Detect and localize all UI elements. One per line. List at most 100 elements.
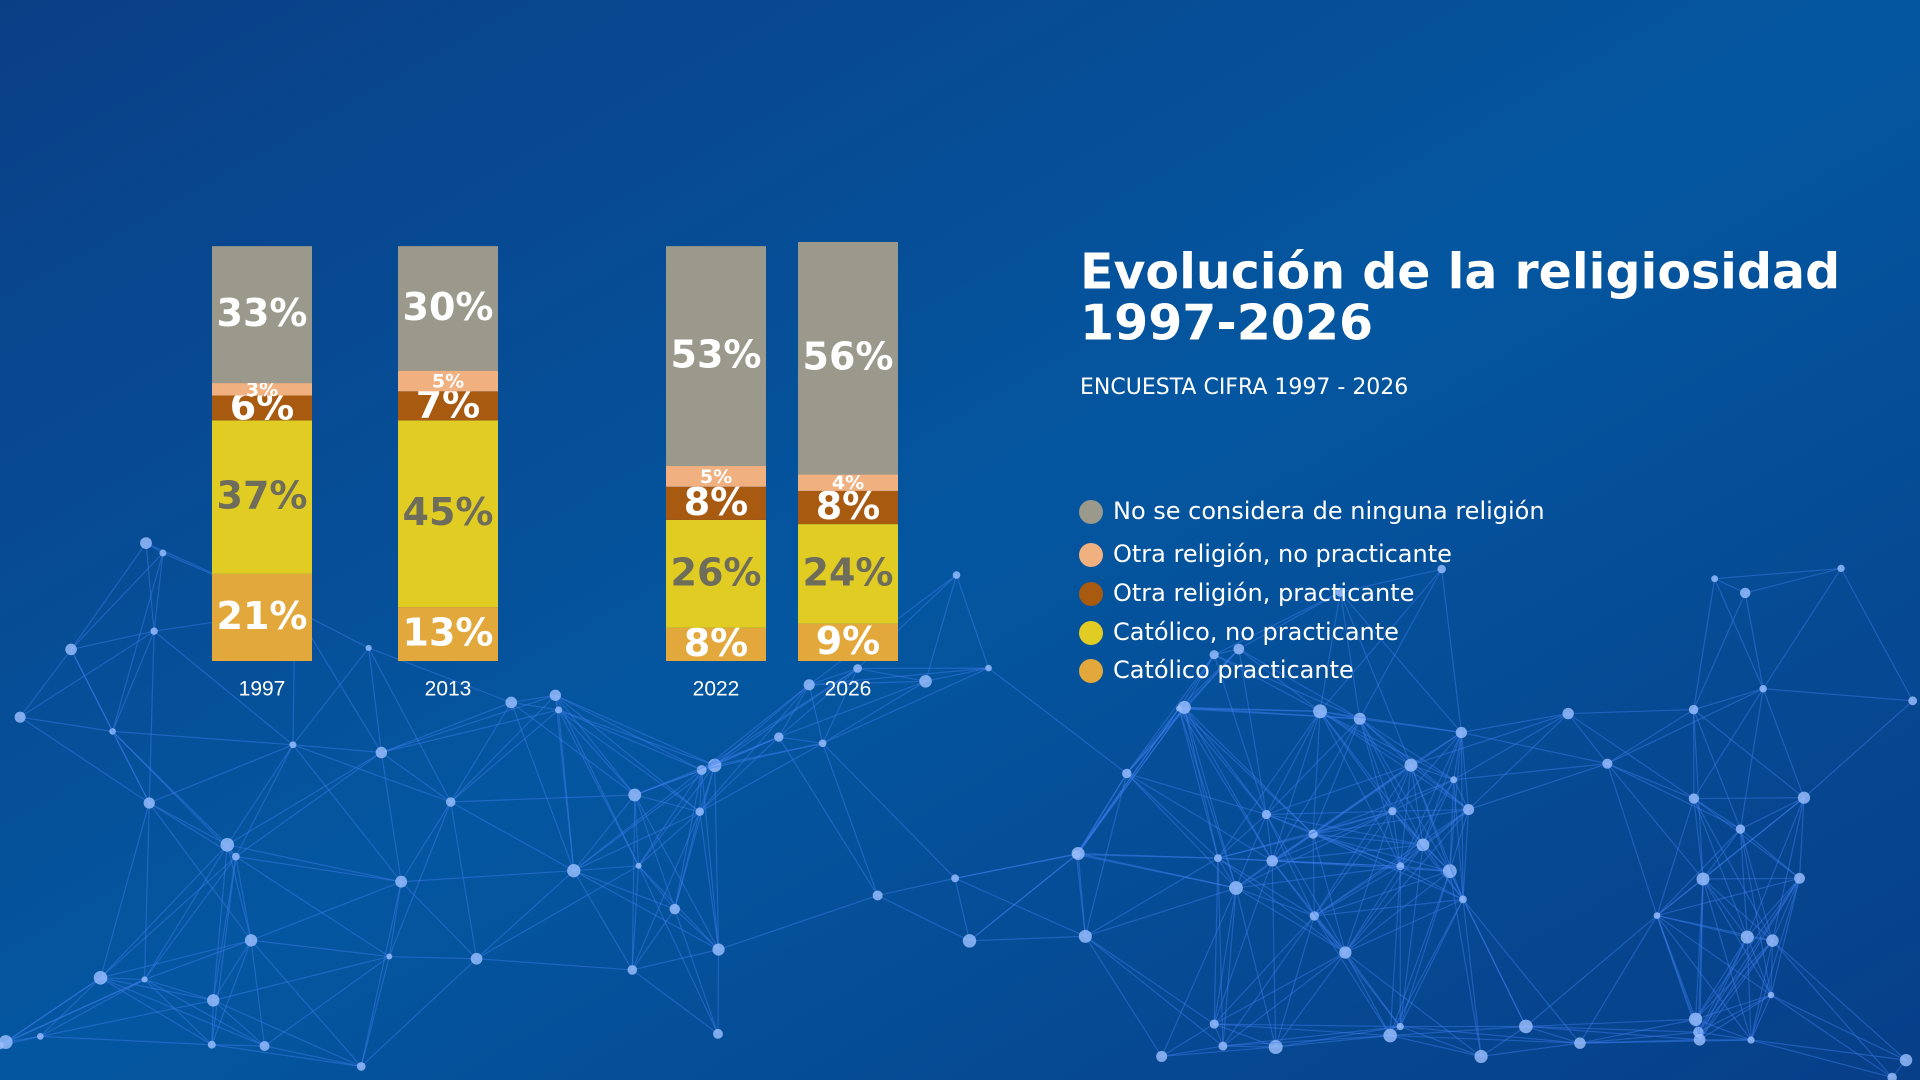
network-node bbox=[1602, 759, 1612, 769]
network-node bbox=[695, 808, 704, 817]
data-label: 21% bbox=[217, 594, 308, 638]
network-node bbox=[1313, 704, 1327, 718]
network-node bbox=[1900, 1054, 1912, 1066]
network-node bbox=[1654, 912, 1661, 919]
network-node bbox=[1747, 1036, 1754, 1043]
network-node bbox=[1456, 727, 1467, 738]
network-node bbox=[953, 571, 961, 579]
legend-label: Otra religión, no practicante bbox=[1113, 540, 1452, 568]
network-node bbox=[1697, 872, 1710, 885]
network-line bbox=[1703, 878, 1800, 879]
network-node bbox=[853, 664, 862, 673]
network-node bbox=[963, 934, 976, 947]
network-node bbox=[1463, 804, 1474, 815]
data-label: 13% bbox=[403, 611, 494, 655]
chart-subtitle: ENCUESTA CIFRA 1997 - 2026 bbox=[1080, 375, 1408, 400]
network-node bbox=[712, 944, 724, 956]
network-node bbox=[289, 741, 296, 748]
network-node bbox=[1122, 769, 1131, 778]
data-label: 5% bbox=[432, 370, 464, 392]
network-node bbox=[1837, 565, 1844, 572]
network-node bbox=[713, 1029, 723, 1039]
network-line bbox=[1694, 798, 1804, 799]
data-label: 4% bbox=[832, 472, 864, 494]
data-label: 56% bbox=[803, 335, 894, 379]
network-node bbox=[550, 690, 561, 701]
network-node bbox=[94, 971, 108, 985]
network-node bbox=[919, 675, 932, 688]
x-tick-label: 1997 bbox=[239, 678, 286, 701]
network-node bbox=[446, 797, 456, 807]
network-node bbox=[1404, 759, 1417, 772]
network-node bbox=[1156, 1051, 1167, 1062]
legend-marker bbox=[1079, 543, 1103, 567]
network-node bbox=[1689, 793, 1699, 803]
network-node bbox=[1178, 701, 1191, 714]
network-node bbox=[1562, 708, 1573, 719]
network-node bbox=[774, 732, 783, 741]
network-node bbox=[1214, 854, 1222, 862]
network-node bbox=[366, 645, 372, 651]
data-label: 9% bbox=[816, 619, 881, 663]
network-node bbox=[1574, 1037, 1586, 1049]
data-label: 24% bbox=[803, 550, 894, 594]
network-node bbox=[1736, 824, 1745, 833]
data-label: 5% bbox=[700, 466, 732, 488]
data-label: 37% bbox=[217, 474, 308, 518]
x-tick-label: 2026 bbox=[825, 678, 872, 701]
network-node bbox=[1354, 713, 1366, 725]
network-node bbox=[245, 934, 257, 946]
network-node bbox=[1694, 1034, 1706, 1046]
network-node bbox=[819, 739, 827, 747]
network-node bbox=[1072, 847, 1085, 860]
network-node bbox=[144, 797, 155, 808]
network-node bbox=[140, 537, 152, 549]
network-node bbox=[985, 665, 992, 672]
network-node bbox=[159, 550, 166, 557]
network-node bbox=[395, 876, 407, 888]
network-node bbox=[65, 644, 77, 656]
network-node bbox=[567, 864, 580, 877]
network-node bbox=[208, 1041, 216, 1049]
network-node bbox=[37, 1033, 44, 1040]
network-node bbox=[15, 712, 26, 723]
network-node bbox=[142, 976, 148, 982]
data-label: 30% bbox=[403, 285, 494, 329]
network-node bbox=[1474, 1050, 1487, 1063]
network-node bbox=[1339, 946, 1351, 958]
data-label: 53% bbox=[671, 333, 762, 377]
network-node bbox=[1768, 992, 1774, 998]
network-node bbox=[150, 627, 157, 634]
legend-marker bbox=[1079, 582, 1103, 606]
network-node bbox=[357, 1062, 366, 1071]
network-node bbox=[471, 953, 483, 965]
x-tick-label: 2013 bbox=[425, 678, 472, 701]
network-node bbox=[1711, 575, 1718, 582]
network-node bbox=[1741, 930, 1754, 943]
network-line bbox=[718, 950, 719, 1034]
network-node bbox=[1262, 810, 1271, 819]
network-node bbox=[376, 747, 387, 758]
network-node bbox=[1519, 1020, 1533, 1034]
network-node bbox=[873, 890, 883, 900]
network-node bbox=[1388, 807, 1396, 815]
chart-title: Evolución de la religiosidad bbox=[1080, 244, 1840, 301]
network-node bbox=[1229, 881, 1243, 895]
network-node bbox=[628, 789, 641, 802]
network-node bbox=[1794, 873, 1805, 884]
legend-label: Católico, no practicante bbox=[1113, 618, 1399, 646]
network-node bbox=[220, 838, 234, 852]
network-node bbox=[260, 1041, 270, 1051]
network-node bbox=[627, 965, 637, 975]
network-node bbox=[1689, 1013, 1702, 1026]
network-node bbox=[1450, 776, 1457, 783]
network-node bbox=[804, 679, 815, 690]
network-node bbox=[232, 853, 240, 861]
x-tick-label: 2022 bbox=[693, 678, 740, 701]
chart-title: 1997-2026 bbox=[1080, 295, 1373, 352]
network-node bbox=[636, 863, 642, 869]
network-node bbox=[1459, 896, 1467, 904]
network-node bbox=[386, 954, 392, 960]
network-node bbox=[670, 904, 681, 915]
